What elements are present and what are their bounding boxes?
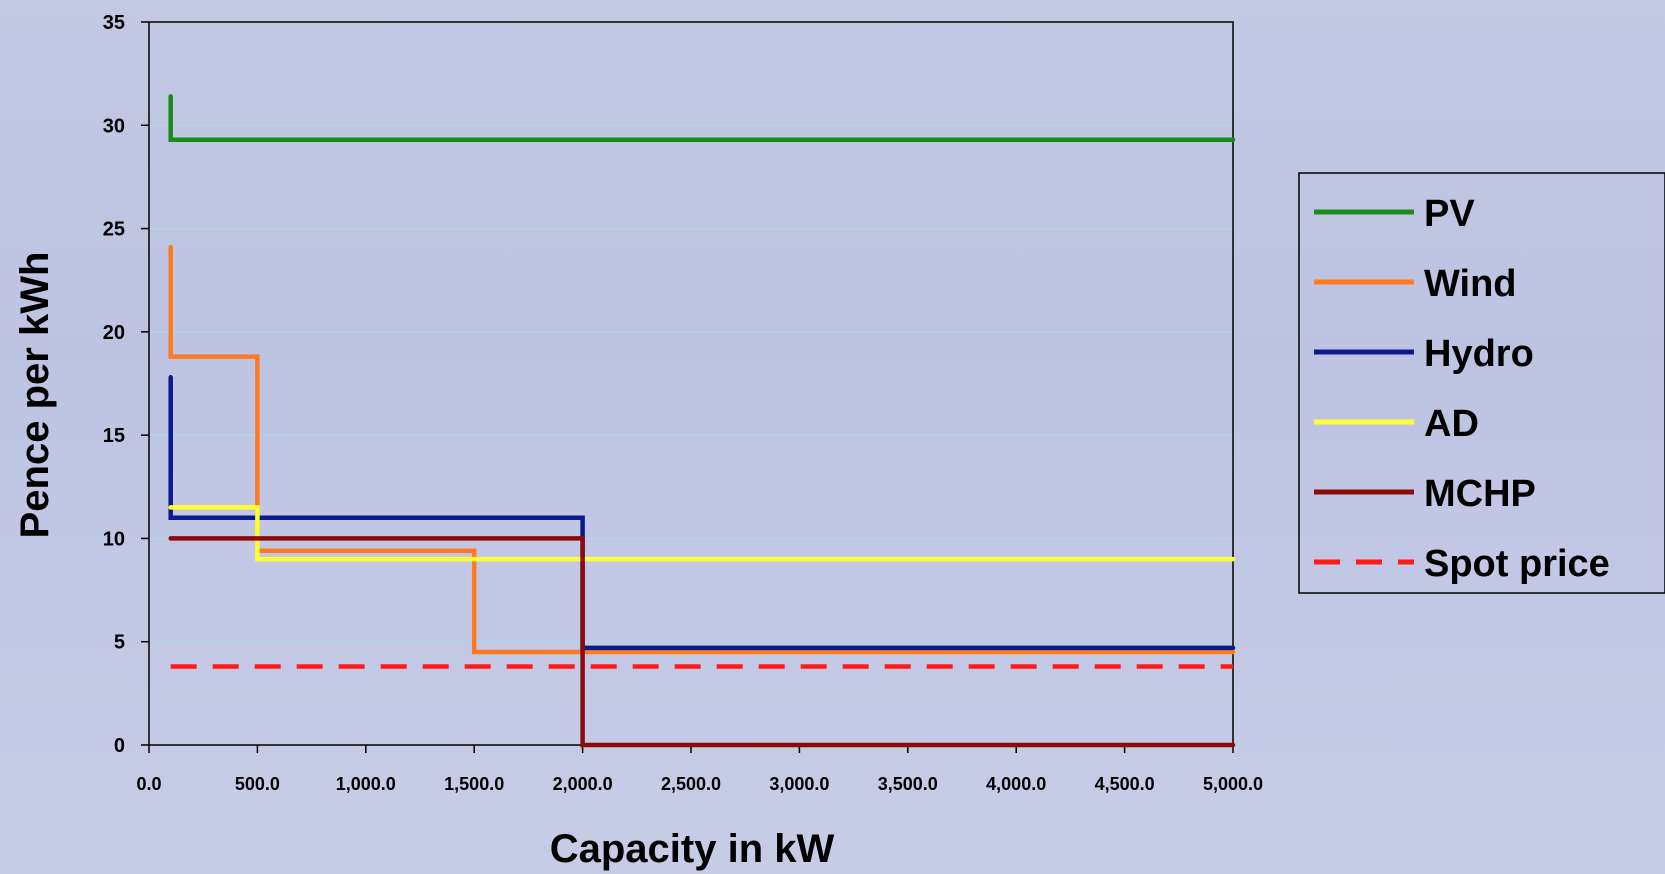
y-tick-label: 25 [103, 219, 125, 241]
x-axis-title: Capacity in kW [550, 827, 835, 871]
y-tick-label: 15 [103, 425, 125, 447]
series-line-hydro [168, 375, 1236, 651]
x-tick-label: 2,000.0 [553, 774, 613, 794]
legend-label-mchp: MCHP [1424, 473, 1536, 515]
y-tick-label: 5 [114, 632, 125, 654]
series-line-wind [168, 244, 1236, 655]
legend-box [1298, 172, 1665, 594]
x-tick-label: 4,500.0 [1095, 774, 1155, 794]
x-tick-label: 1,500.0 [444, 774, 504, 794]
x-tick-label: 1,000.0 [336, 774, 396, 794]
legend-label-hydro: Hydro [1424, 333, 1534, 375]
y-tick-label: 0 [114, 735, 125, 757]
y-tick-label: 30 [103, 115, 125, 137]
x-tick-label: 3,500.0 [878, 774, 938, 794]
legend: PV Wind Hydro AD MCHP Spot price [1298, 172, 1665, 594]
x-tick-label: 2,500.0 [661, 774, 721, 794]
y-tick-label: 10 [103, 528, 125, 550]
y-tick-label: 20 [103, 322, 125, 344]
x-tick-label: 4,000.0 [986, 774, 1046, 794]
axes: 0 5 10 15 20 25 30 35 0.0 500.0 1,000.0 1,500.0 2,00… [103, 12, 1263, 794]
x-tick-label: 0.0 [136, 774, 161, 794]
gridlines [149, 124, 1233, 643]
legend-label-spot-price: Spot price [1424, 543, 1610, 585]
y-axis-title: Pence per kWh [13, 252, 57, 539]
series-line-mchp [168, 536, 1236, 748]
y-tick-label: 35 [103, 12, 125, 34]
x-tick-label: 5,000.0 [1203, 774, 1263, 794]
series-line-pv [168, 94, 1236, 142]
series-line-ad [168, 505, 1236, 562]
legend-label-pv: PV [1424, 193, 1475, 235]
legend-label-wind: Wind [1424, 263, 1517, 305]
x-tick-label: 3,000.0 [769, 774, 829, 794]
plot-frame [148, 21, 1234, 746]
legend-label-ad: AD [1424, 403, 1479, 445]
series-lines [168, 94, 1236, 748]
x-tick-label: 500.0 [235, 774, 280, 794]
